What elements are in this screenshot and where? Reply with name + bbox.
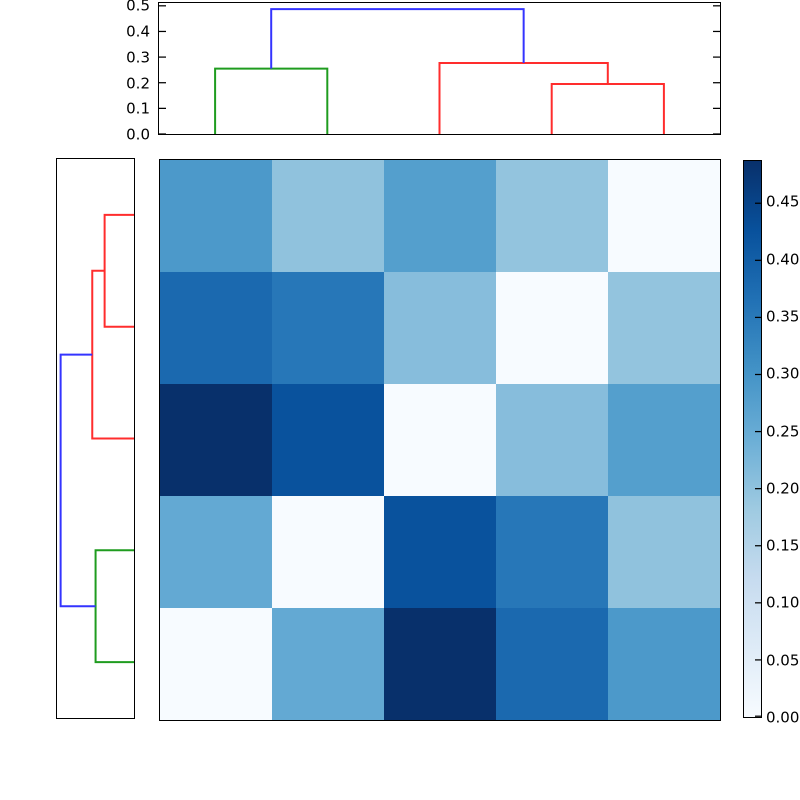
- heatmap-cell: [608, 272, 720, 384]
- colorbar-tick-label: 0.05: [766, 651, 800, 670]
- heatmap-cell: [496, 496, 608, 608]
- dendrogram-link: [94, 549, 134, 664]
- heatmap-cell: [272, 608, 384, 720]
- dendrogram-link: [438, 61, 609, 134]
- heatmap-cell: [496, 384, 608, 496]
- dendrogram-link: [214, 67, 329, 134]
- left-dendrogram-plot: [59, 213, 134, 664]
- heatmap-axes: [159, 159, 721, 721]
- dendrogram-link: [91, 269, 134, 440]
- colorbar: [743, 160, 762, 718]
- heatmap-cell: [160, 272, 272, 384]
- dendrogram-link: [103, 213, 134, 328]
- heatmap-cell: [384, 608, 496, 720]
- top-axis-tick-label: 0.2: [126, 74, 150, 93]
- heatmap-cell: [272, 160, 384, 272]
- dendrogram-link: [59, 353, 96, 608]
- top-axis-tick-label: 0.3: [126, 48, 150, 67]
- colorbar-tick-label: 0.35: [766, 307, 800, 326]
- heatmap-grid: [160, 160, 720, 720]
- colorbar-tick-label: 0.30: [766, 364, 800, 383]
- heatmap-cell: [384, 384, 496, 496]
- colorbar-tick-label: 0.40: [766, 250, 800, 269]
- colorbar-tick-label: 0.10: [766, 593, 800, 612]
- colorbar-gradient: [744, 161, 761, 717]
- heatmap-cell: [272, 272, 384, 384]
- dendrogram-link: [550, 83, 665, 134]
- heatmap-cell: [608, 496, 720, 608]
- heatmap-cell: [496, 272, 608, 384]
- colorbar-ticks: [755, 202, 761, 717]
- heatmap-cell: [160, 496, 272, 608]
- heatmap-cell: [272, 496, 384, 608]
- colorbar-tick-label: 0.15: [766, 536, 800, 555]
- heatmap-cell: [384, 160, 496, 272]
- top-axis-tick-label: 0.0: [126, 125, 150, 144]
- top-axis-tick-label: 0.4: [126, 22, 150, 41]
- colorbar-tick-label: 0.00: [766, 708, 800, 727]
- heatmap-cell: [384, 272, 496, 384]
- colorbar-tick-label: 0.45: [766, 192, 800, 211]
- top-axis-tick-label: 0.1: [126, 99, 150, 118]
- colorbar-tick-label: 0.20: [766, 479, 800, 498]
- top-dendrogram-plot: [159, 5, 720, 134]
- heatmap-cell: [496, 608, 608, 720]
- heatmap-cell: [496, 160, 608, 272]
- top-dendrogram-axes: [158, 2, 721, 135]
- heatmap-cell: [608, 384, 720, 496]
- colorbar-tick-label: 0.25: [766, 422, 800, 441]
- top-axis-tick-label: 0.5: [126, 0, 150, 15]
- left-dendrogram-axes: [56, 158, 135, 719]
- heatmap-cell: [160, 608, 272, 720]
- dendrogram-link: [270, 8, 525, 69]
- heatmap-cell: [608, 160, 720, 272]
- heatmap-cell: [384, 496, 496, 608]
- heatmap-cell: [272, 384, 384, 496]
- heatmap-cell: [160, 160, 272, 272]
- heatmap-cell: [160, 384, 272, 496]
- heatmap-cell: [608, 608, 720, 720]
